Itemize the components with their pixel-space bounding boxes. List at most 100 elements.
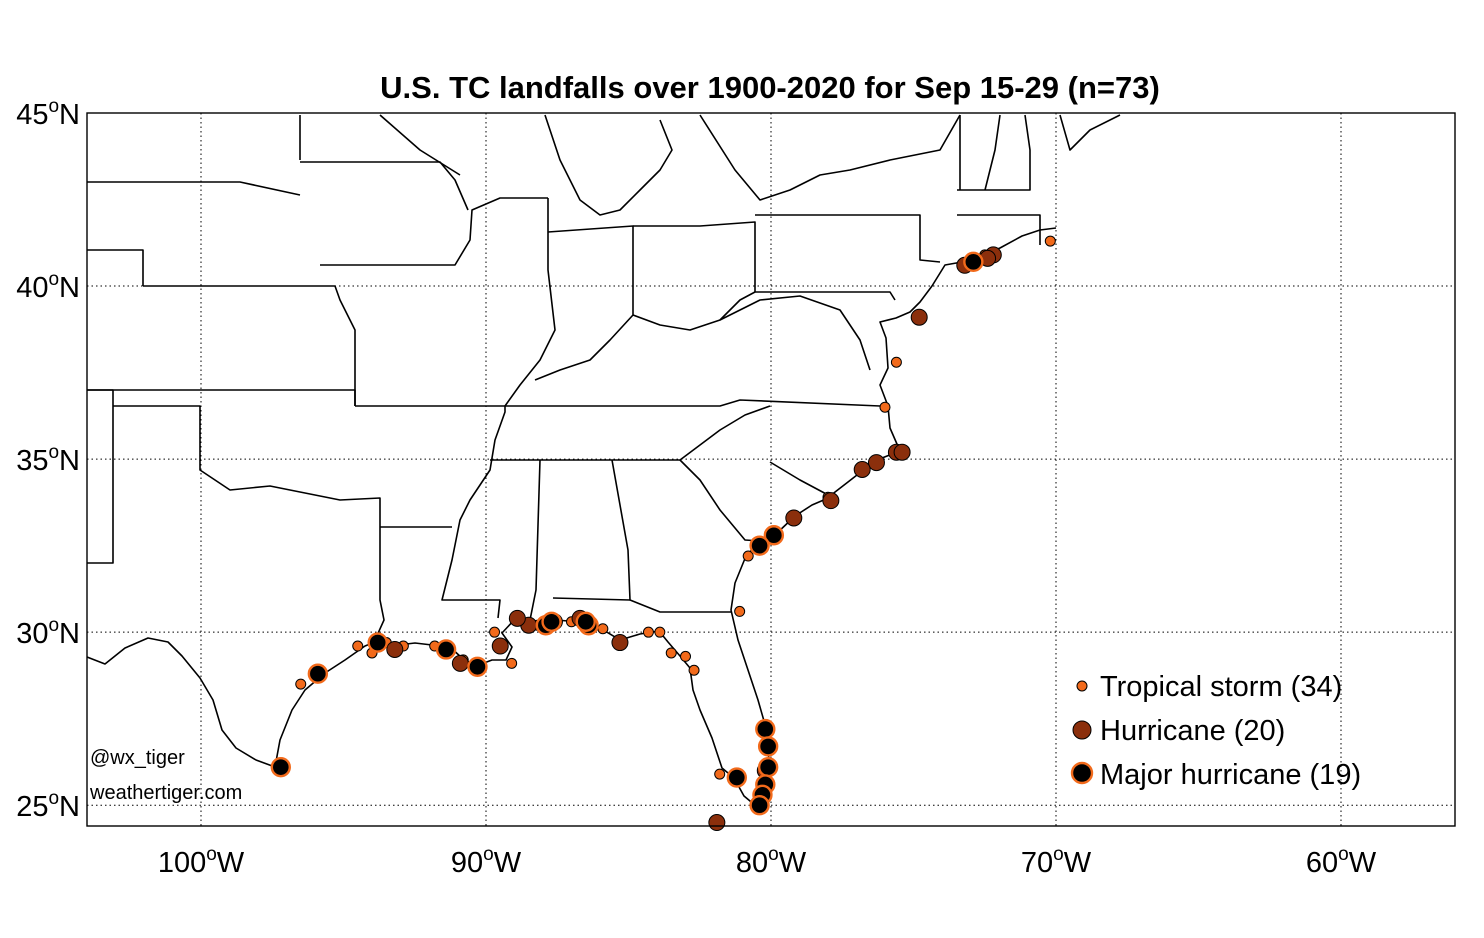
major-landfall-point <box>749 795 770 816</box>
ohio-river <box>632 291 756 331</box>
tropical-storm-landfall-point <box>295 678 307 690</box>
major-landfall-point <box>755 718 776 740</box>
lon-tick-label: 70oW <box>1021 844 1092 879</box>
ok-north-border <box>87 389 356 406</box>
oh-north <box>633 221 756 292</box>
major-landfall-point <box>575 611 596 632</box>
major-landfall-point <box>726 767 747 788</box>
lon-tick-label: 60oW <box>1306 844 1377 879</box>
tropical-storm-landfall-point <box>654 626 666 638</box>
lat-tick-label: 45oN <box>16 96 80 131</box>
lat-tick-label: 25oN <box>16 788 80 823</box>
ky-tn-border <box>505 399 881 407</box>
hurricane-landfall-point <box>708 814 726 832</box>
ia-mo-border <box>320 197 548 266</box>
latitude-tick-labels: 45oN 40oN 35oN 30oN 25oN <box>16 96 80 823</box>
ma-border <box>957 214 1041 245</box>
hurricane-landfall-point <box>822 492 840 510</box>
chart-title: U.S. TC landfalls over 1900-2020 for Sep… <box>380 70 1160 105</box>
lat-tick-label: 35oN <box>16 442 80 477</box>
ga-sc-border <box>679 459 761 542</box>
co-border <box>87 249 144 286</box>
ne-sd-border <box>87 181 301 196</box>
arkansas-ms-border <box>355 405 506 619</box>
major-landfall-point <box>763 525 785 546</box>
gulf-coastline <box>86 227 1057 807</box>
lon-tick-label: 100oW <box>158 844 245 879</box>
hurricane-landfall-point <box>853 461 871 478</box>
hurricane-landfall-point <box>893 443 911 461</box>
legend-hurricane-label: Hurricane (20) <box>1100 715 1285 747</box>
tropical-storm-landfall-point <box>665 647 677 659</box>
credit-site: weathertiger.com <box>89 782 242 804</box>
hurricane-landfall-point <box>508 609 526 627</box>
tropical-storm-landfall-point <box>879 401 891 413</box>
legend-major-hurricane-label: Major hurricane (19) <box>1100 759 1361 791</box>
tropical-storm-landfall-point <box>734 605 746 617</box>
major-landfall-point <box>367 632 388 653</box>
red-river <box>113 405 381 527</box>
nh-vt <box>957 114 1031 191</box>
hurricane-landfall-point <box>785 509 803 527</box>
major-landfall-point <box>435 639 457 660</box>
al-fl-border <box>552 597 631 601</box>
tropical-storm-landfall-point <box>489 626 501 638</box>
tropical-storm-landfall-point <box>688 664 700 676</box>
great-lakes <box>699 114 961 201</box>
il-border <box>504 198 556 407</box>
ny-pa-border <box>755 214 941 263</box>
hurricane-landfall-point <box>867 454 885 472</box>
tropical-storm-landfall-point <box>597 623 609 635</box>
major-landfall-point <box>757 736 779 757</box>
tropical-storm-landfall-point <box>714 768 726 780</box>
lat-tick-label: 40oN <box>16 269 80 304</box>
legend-hurricane-marker <box>1072 720 1092 740</box>
wi-border <box>379 114 461 176</box>
tropical-storm-landfall-point <box>890 356 902 368</box>
state-borders <box>86 114 1121 807</box>
tx-la-border <box>374 527 385 641</box>
hurricane-landfall-point <box>386 640 404 658</box>
legend: Tropical storm (34) Hurricane (20) Major… <box>1070 671 1361 791</box>
hurricane-landfall-point <box>910 308 928 326</box>
tropical-storm-landfall-point <box>1044 235 1056 247</box>
vt-nh-border <box>984 114 1001 191</box>
major-landfall-point <box>467 656 488 677</box>
major-landfall-point <box>757 756 779 778</box>
gridlines <box>87 112 1455 826</box>
tn-south <box>490 405 771 461</box>
ms-al-border <box>529 459 541 621</box>
tropical-storm-landfall-point <box>680 650 691 662</box>
landfall-points <box>270 235 1056 832</box>
nm-tx-border <box>87 389 114 564</box>
tropical-storm-landfall-point <box>642 626 654 638</box>
legend-tropical-storm-marker <box>1076 680 1088 692</box>
major-landfall-point <box>270 756 291 778</box>
major-landfall-point <box>541 611 562 632</box>
in-border <box>534 225 634 381</box>
longitude-tick-labels: 100oW 90oW 80oW 70oW 60oW <box>158 844 1377 879</box>
michigan-lp <box>544 114 673 216</box>
sc-nc-border <box>769 461 831 497</box>
al-ga-border <box>611 459 732 613</box>
tropical-storm-landfall-point <box>352 640 364 652</box>
legend-tropical-storm-label: Tropical storm (34) <box>1100 671 1342 703</box>
lon-tick-label: 80oW <box>736 844 807 879</box>
lat-tick-label: 30oN <box>16 615 80 650</box>
ks-mo-border <box>143 285 356 406</box>
major-landfall-point <box>749 535 770 556</box>
pa-south <box>755 291 896 301</box>
maine-coast <box>1059 114 1121 151</box>
major-landfall-point <box>307 663 329 684</box>
plot-frame <box>86 112 1456 827</box>
wv-va-border <box>719 295 871 371</box>
major-landfall-point <box>963 251 984 273</box>
hurricane-landfall-point <box>451 654 469 672</box>
ia-mn-border <box>300 161 469 211</box>
hurricane-landfall-point <box>491 637 509 655</box>
tropical-storm-landfall-point <box>742 550 754 562</box>
tropical-storm-landfall-point <box>506 657 518 669</box>
hurricane-landfall-point <box>611 634 629 652</box>
legend-major-hurricane-marker <box>1070 761 1094 785</box>
